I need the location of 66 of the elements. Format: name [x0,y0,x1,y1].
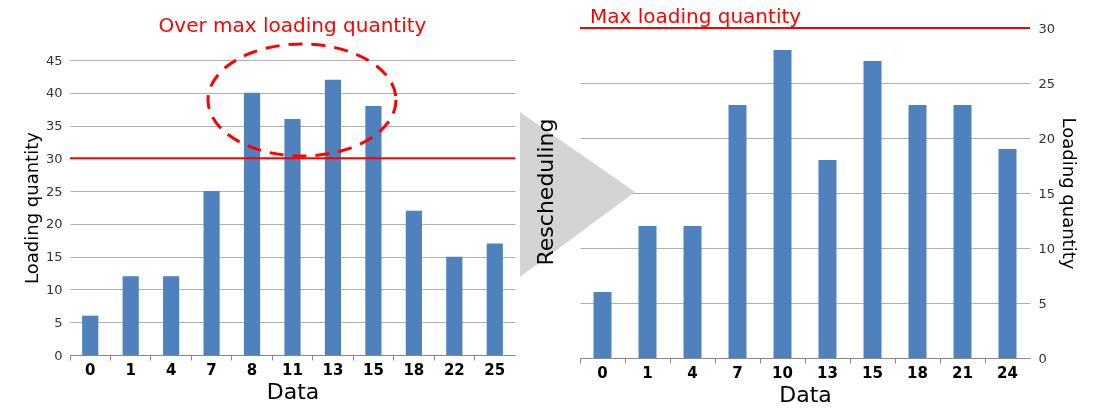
y-tick-label: 35 [45,118,63,134]
x-tick-label: 1 [125,360,136,379]
x-tick-label: 22 [443,360,465,379]
x-tick-label: 21 [952,363,973,382]
bar [284,119,301,355]
bar [122,276,139,355]
bar [908,105,927,358]
y-tick-label: 0 [1038,350,1047,366]
y-axis-title: Loading quantity [1059,117,1081,270]
y-tick-label: 15 [1038,185,1056,201]
bar [818,160,837,358]
x-tick-label: 0 [597,363,608,382]
x-tick-label: 1 [642,363,653,382]
x-tick-label: 11 [282,360,303,379]
bar [405,210,422,355]
bar [82,315,99,355]
bar [324,79,342,355]
y-tick-label: 0 [54,347,63,363]
x-tick-label: 15 [362,360,384,379]
bar [593,292,612,358]
x-tick-label: 15 [862,363,883,382]
x-tick-label: 13 [322,360,344,379]
bar [728,105,747,358]
text: Over max loading quantity [158,13,427,37]
x-tick-label: 18 [907,363,928,382]
bar [243,92,261,355]
bar [863,61,882,358]
y-tick-label: 40 [45,85,63,101]
y-tick-label: 25 [1038,75,1056,91]
bar [953,105,972,358]
bar [486,243,503,355]
x-tick-label: 4 [687,363,698,382]
x-tick-label: 4 [165,360,177,379]
ref-line-label: Max loading quantity [590,4,802,28]
x-tick-label: 25 [484,360,506,379]
bar [163,276,180,355]
y-tick-label: 30 [45,150,63,166]
y-tick-label: 5 [1038,295,1047,311]
x-axis-title: Data [266,378,320,404]
y-tick-label: 15 [45,249,63,265]
x-axis-title: Data [779,381,832,407]
bar [773,50,792,358]
x-tick-label: 13 [817,363,838,382]
y-tick-label: 25 [45,183,63,199]
x-tick-label: 0 [85,360,96,379]
y-tick-label: 45 [45,52,63,68]
y-tick-label: 10 [45,281,63,297]
bar [998,149,1017,358]
bar [638,226,657,358]
x-tick-label: 8 [246,360,258,379]
y-axis-title: Loading quantity [20,131,42,284]
bar [365,105,382,355]
x-tick-label: 7 [732,363,743,382]
x-tick-label: 7 [206,360,217,379]
x-tick-label: 18 [403,360,425,379]
bar [203,191,220,355]
y-tick-label: 30 [1038,20,1056,36]
bar [446,256,463,355]
bar [683,226,702,358]
y-tick-label: 5 [54,314,63,330]
x-tick-label: 10 [772,363,793,382]
y-tick-label: 10 [1038,240,1056,256]
y-tick-label: 20 [45,216,63,232]
x-tick-label: 24 [997,363,1018,382]
text: Rescheduling [532,118,558,266]
y-tick-label: 20 [1038,130,1056,146]
